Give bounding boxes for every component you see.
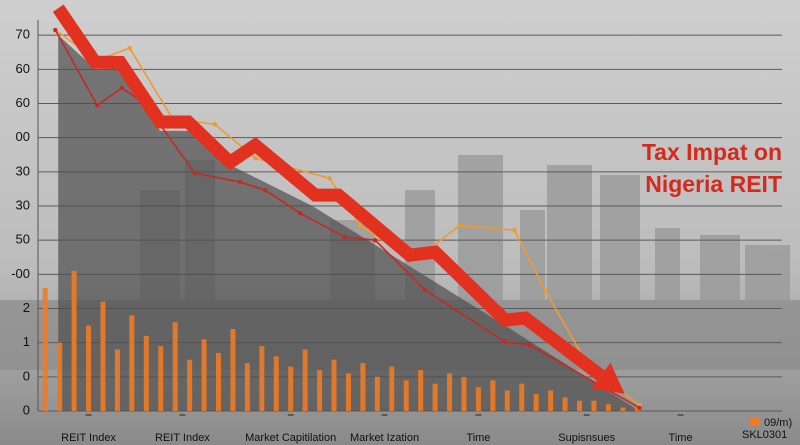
bar	[216, 352, 221, 411]
y-tick-label: 00	[16, 129, 30, 144]
bar	[577, 400, 582, 411]
bar	[100, 301, 106, 411]
point	[263, 188, 268, 193]
plot	[42, 4, 642, 412]
bar	[360, 363, 366, 411]
point	[372, 237, 378, 243]
arrow-head	[591, 362, 625, 394]
bar	[187, 359, 193, 411]
bar	[42, 288, 48, 411]
y-tick-label: -00	[11, 266, 30, 281]
x-tick-label: REIT Index	[155, 432, 210, 444]
point	[502, 339, 508, 345]
bar	[403, 380, 409, 411]
point	[422, 287, 428, 293]
line	[54, 29, 640, 409]
trend-arrow	[52, 4, 605, 381]
bar	[57, 342, 63, 411]
bar	[432, 383, 438, 411]
point	[342, 234, 348, 240]
point	[127, 45, 132, 51]
bar	[273, 356, 279, 411]
x-tick-label: Time	[669, 432, 693, 444]
y-tick-label: 30	[16, 197, 30, 212]
bar	[475, 387, 481, 411]
point	[637, 405, 642, 411]
point	[119, 85, 124, 91]
y-tick-label: 60	[16, 61, 30, 76]
bar	[201, 339, 207, 411]
point	[542, 287, 548, 293]
y-tick-label: 30	[16, 163, 30, 178]
bar	[490, 380, 496, 411]
bar	[114, 349, 120, 411]
y-tick-label: 60	[16, 95, 30, 110]
bar	[605, 404, 611, 411]
bar	[317, 370, 323, 411]
point	[527, 342, 532, 348]
bar	[389, 366, 395, 411]
bar	[288, 366, 294, 411]
bar	[374, 376, 380, 411]
annotation: SKL0301	[742, 429, 787, 441]
bar	[158, 346, 164, 411]
y-tick-label: 50	[16, 232, 30, 247]
point	[53, 27, 58, 33]
legend-label: 09/m)	[764, 417, 792, 429]
chart-title: Tax Impat on	[642, 139, 782, 165]
y-tick-label: 70	[16, 27, 30, 42]
bar	[259, 346, 265, 411]
bar	[129, 315, 135, 411]
point	[512, 228, 517, 233]
point	[357, 223, 363, 228]
point	[212, 122, 218, 127]
point	[253, 155, 258, 161]
bar	[331, 359, 337, 411]
chart-title: Nigeria REIT	[645, 171, 782, 197]
bar	[71, 270, 77, 411]
bar	[86, 325, 92, 411]
point	[192, 171, 197, 176]
x-tick-label: REIT Index	[61, 432, 116, 444]
bar	[519, 383, 525, 411]
bar	[345, 373, 351, 411]
bar	[230, 329, 236, 411]
x-tick-label: Market Ization	[350, 432, 419, 444]
bar	[172, 322, 178, 411]
x-tick-label: Supisnsues	[558, 432, 615, 444]
y-tick-label: 2	[23, 300, 30, 315]
bar	[591, 400, 597, 411]
bar	[418, 370, 424, 411]
bar	[504, 390, 510, 411]
x-tick-label: Market Capitilation	[245, 432, 336, 444]
y-tick-label: 0	[23, 368, 30, 383]
area	[58, 35, 640, 412]
point	[327, 176, 332, 181]
bar	[634, 407, 640, 411]
bar	[533, 393, 539, 411]
point	[297, 210, 303, 216]
point	[457, 223, 462, 228]
legend-swatch	[750, 417, 760, 426]
x-tick-label: Time	[466, 432, 490, 444]
bar	[461, 376, 467, 411]
bar	[143, 335, 149, 411]
bar	[548, 390, 554, 411]
point	[95, 103, 100, 108]
bar	[562, 397, 568, 411]
point	[237, 179, 243, 185]
bar	[244, 363, 250, 411]
point	[637, 402, 642, 408]
y-tick-label: 1	[23, 334, 30, 349]
bar	[620, 407, 626, 411]
bar	[302, 349, 308, 411]
bar	[447, 373, 453, 411]
y-tick-label: 0	[23, 402, 30, 417]
